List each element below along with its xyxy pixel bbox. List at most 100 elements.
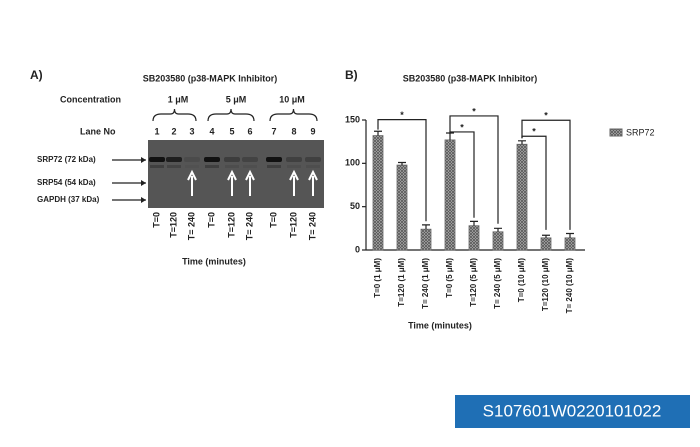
error-bar [518,140,526,145]
bar [492,231,504,251]
band-label: SRP72 (72 kDa) [37,155,96,164]
error-bar [494,227,502,232]
x-tick-label: T=120 (5 μM) [469,258,478,307]
error-bar [422,224,430,230]
error-bar [566,232,574,238]
lane-number: 7 [271,126,276,136]
significance-star: * [460,122,464,132]
significance-star: * [400,110,404,120]
bar [468,225,480,251]
significance-star: * [544,111,548,121]
significance-bracket [449,115,499,224]
chart-title: SB203580 (p38-MAPK Inhibitor) [403,73,538,83]
concentration-label: Concentration [60,94,121,104]
bar [516,143,528,251]
blot-band [224,157,240,162]
y-tick-label: 100 [345,158,360,168]
white-arrow-head [245,169,255,181]
x-tick-label: T= 240 (10 μM) [565,258,574,314]
x-tick-label: T=120 (10 μM) [541,258,550,311]
bar [444,139,456,251]
time-label: T=120 [226,212,236,238]
lane-number: 3 [189,126,194,136]
blot-band [150,165,164,168]
bar [396,164,408,251]
x-tick-label: T= 240 (1 μM) [421,258,430,309]
significance-bracket [521,119,571,230]
concentration: 1 μM [168,94,189,104]
time-label: T=0 [151,212,161,228]
lane-number: 5 [229,126,234,136]
blot-band [205,165,219,168]
time-label: T=120 [288,212,298,238]
error-bar [470,220,478,226]
bar [420,228,432,251]
lane-label: Lane No [80,126,116,136]
time-label: T= 240 [307,212,317,240]
significance-star: * [532,127,536,137]
blot-band [204,157,220,162]
error-bar [542,234,550,238]
y-tick-label: 150 [345,114,360,124]
panel-label: B) [345,68,358,82]
blot-band [305,157,321,162]
time-label: T=0 [206,212,216,228]
white-arrow-head [187,169,197,181]
time-label: T= 240 [186,212,196,240]
legend-label: SRP72 [626,127,655,137]
blot-band [287,165,301,168]
panel-label: A) [30,68,43,82]
x-tick-label: T=0 (1 μM) [373,258,382,298]
white-arrow-head [227,169,237,181]
lane-number: 6 [247,126,252,136]
blot-band [242,157,258,162]
blot-band [225,165,239,168]
y-tick-label: 50 [350,201,360,211]
concentration: 5 μM [226,94,247,104]
panel-title: SB203580 (p38-MAPK Inhibitor) [143,73,278,83]
blot-band [267,165,281,168]
bar [540,237,552,251]
blot-band [184,157,200,162]
lane-number: 4 [209,126,214,136]
blot-band [286,157,302,162]
x-tick-label: T=0 (5 μM) [445,258,454,298]
legend-swatch [609,128,623,137]
significance-star: * [472,106,476,116]
error-bar [398,161,406,166]
blot-band [306,165,320,168]
blot-band [167,165,181,168]
lane-number: 8 [291,126,296,136]
brace [207,108,255,122]
lane-number: 9 [310,126,315,136]
blot-band [149,157,165,162]
error-bar [374,130,382,136]
white-arrow-head [289,169,299,181]
bar [372,135,384,251]
bar [564,237,576,251]
error-bar [446,132,454,140]
x-tick-label: T= 240 (5 μM) [493,258,502,309]
time-label: T= 240 [244,212,254,240]
id-text: S107601W0220101022 [483,401,662,420]
band-label: GAPDH (37 kDa) [37,195,100,204]
x-tick-label: T=120 (1 μM) [397,258,406,307]
blot-band [166,157,182,162]
band-label: SRP54 (54 kDa) [37,178,96,187]
concentration: 10 μM [279,94,305,104]
time-label: T=120 [168,212,178,238]
lane-number: 1 [154,126,159,136]
arrow-head [141,180,146,186]
lane-number: 2 [171,126,176,136]
brace [152,108,197,122]
blot-band [185,165,199,168]
arrow-head [141,197,146,203]
blot [148,140,324,208]
white-arrow-head [308,169,318,181]
x-axis-label: Time (minutes) [408,320,472,330]
y-tick-label: 0 [355,244,360,254]
id-badge [455,395,690,428]
arrow-head [141,157,146,163]
x-tick-label: T=0 (10 μM) [517,258,526,303]
